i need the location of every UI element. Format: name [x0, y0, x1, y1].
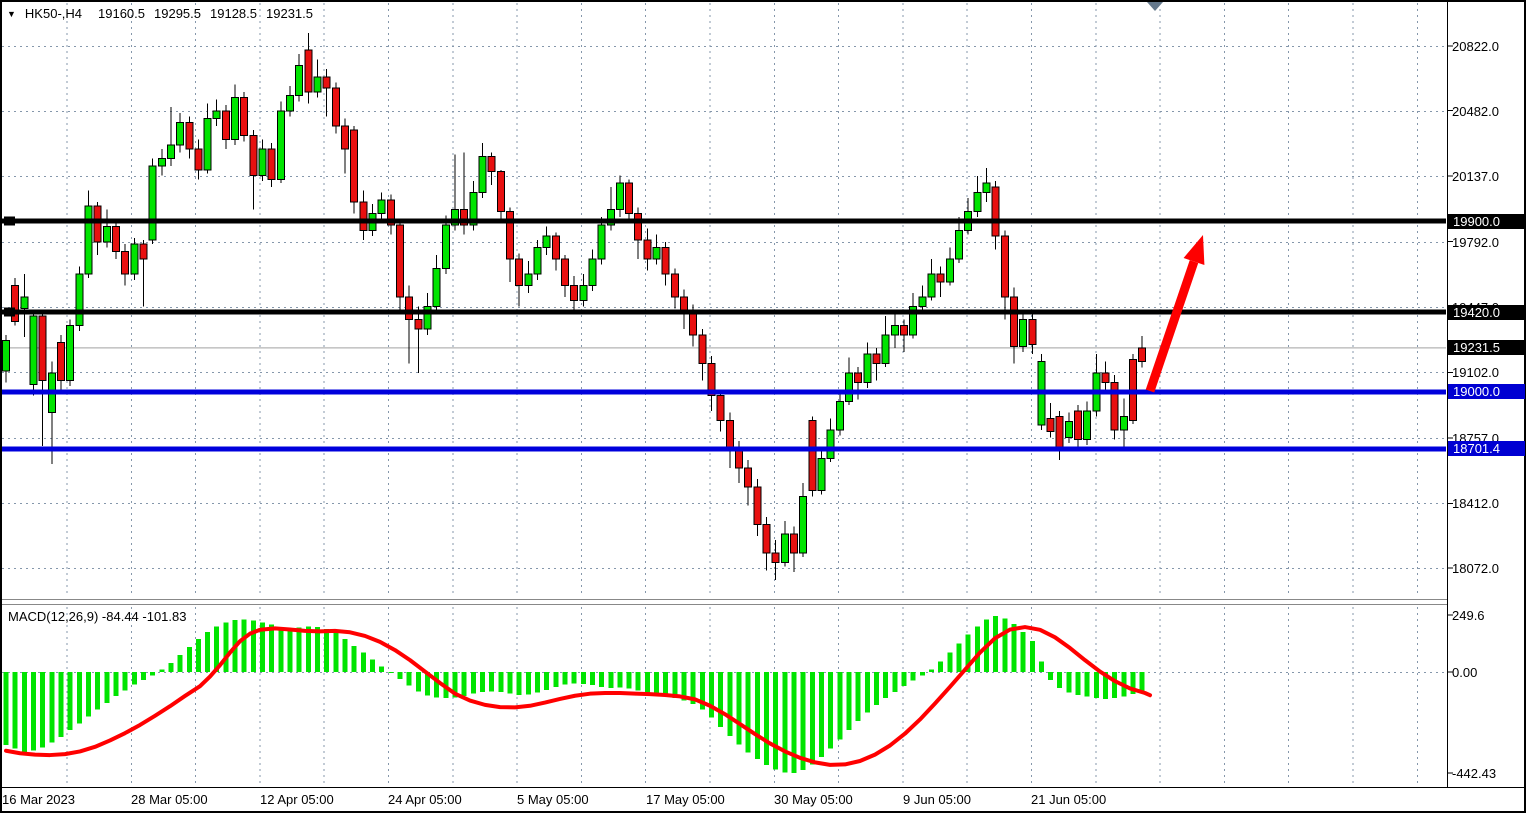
symbol-dropdown-icon[interactable]: ▼ [7, 8, 16, 19]
symbol-period-label: HK50-,H4 [24, 6, 82, 21]
price-tick-label: 20822.0 [1452, 39, 1499, 54]
price-badge: 19000.0 [1448, 384, 1525, 400]
macd-signal-line [4, 625, 1152, 767]
chart-header: ▼ HK50-,H4 19160.5 19295.5 19128.5 19231… [7, 6, 322, 21]
ohlc-low-value: 19128.5 [210, 6, 257, 21]
macd-tick-label: 249.6 [1452, 608, 1485, 624]
price-badge: 19420.0 [1448, 304, 1525, 320]
price-badge: 19231.5 [1448, 340, 1525, 356]
time-axis-label: 28 Mar 05:00 [131, 792, 208, 807]
level-lines-layer[interactable] [2, 216, 1446, 452]
ohlc-close-value: 19231.5 [266, 6, 313, 21]
price-tick-label: 19792.0 [1452, 234, 1499, 250]
macd-tick-label: -442.43 [1452, 765, 1497, 781]
candles-layer[interactable] [2, 33, 1147, 580]
price-tick-label: 19102.0 [1452, 365, 1499, 381]
price-tick-label: 18412.0 [1452, 496, 1499, 512]
time-axis-label: 9 Jun 05:00 [903, 792, 971, 807]
time-axis-label: 5 May 05:00 [517, 792, 589, 807]
macd-histogram[interactable] [3, 616, 1145, 773]
time-axis-label: 21 Jun 05:00 [1031, 792, 1107, 807]
time-axis-label: 17 May 05:00 [646, 792, 725, 807]
price-badge: 18701.4 [1448, 441, 1525, 457]
time-axis-label: 16 Mar 2023 [2, 792, 75, 807]
time-axis-label: 30 May 05:00 [774, 792, 853, 807]
price-badge: 19900.0 [1448, 213, 1525, 229]
grid-layer [2, 3, 1446, 785]
ohlc-open-value: 19160.5 [98, 6, 145, 21]
trend-arrow[interactable] [1145, 235, 1205, 393]
time-axis-label: 24 Apr 05:00 [388, 792, 462, 807]
scroll-position-marker[interactable] [1147, 2, 1163, 11]
price-tick-label: 18072.0 [1452, 561, 1499, 576]
price-tick-label: 20137.0 [1452, 169, 1499, 185]
macd-indicator-label: MACD(12,26,9) -84.44 -101.83 [8, 609, 187, 624]
ohlc-high-value: 19295.5 [154, 6, 201, 21]
time-axis-label: 12 Apr 05:00 [260, 792, 334, 807]
price-tick-label: 20482.0 [1452, 103, 1499, 119]
macd-tick-label: 0.00 [1452, 665, 1478, 680]
